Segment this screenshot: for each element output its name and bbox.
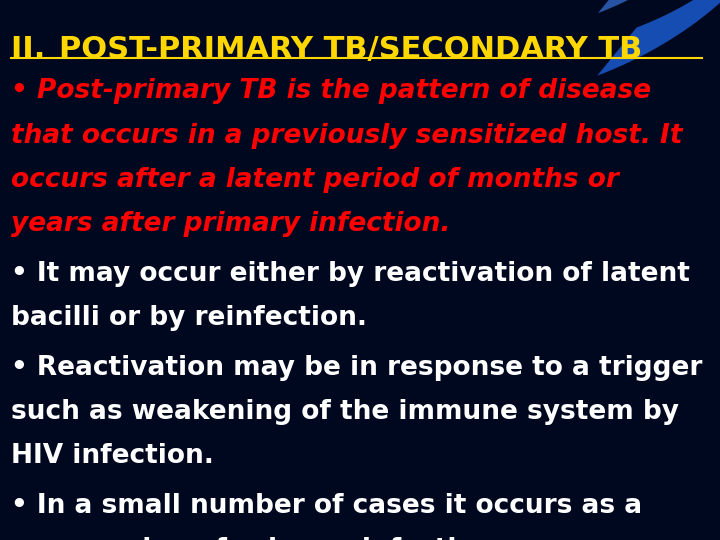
Text: • Post-primary TB is the pattern of disease: • Post-primary TB is the pattern of dise…	[11, 78, 651, 104]
Text: progression of primary infection.: progression of primary infection.	[11, 537, 503, 540]
Text: occurs after a latent period of months or: occurs after a latent period of months o…	[11, 167, 618, 193]
Text: • In a small number of cases it occurs as a: • In a small number of cases it occurs a…	[11, 493, 642, 519]
Text: bacilli or by reinfection.: bacilli or by reinfection.	[11, 305, 366, 331]
Text: • It may occur either by reactivation of latent: • It may occur either by reactivation of…	[11, 261, 690, 287]
Polygon shape	[597, 0, 720, 76]
Text: that occurs in a previously sensitized host. It: that occurs in a previously sensitized h…	[11, 123, 683, 148]
Text: II.: II.	[11, 35, 56, 64]
Text: • Reactivation may be in response to a trigger: • Reactivation may be in response to a t…	[11, 355, 702, 381]
Text: POST-PRIMARY TB/SECONDARY TB: POST-PRIMARY TB/SECONDARY TB	[59, 35, 642, 64]
Text: years after primary infection.: years after primary infection.	[11, 211, 450, 237]
Polygon shape	[598, 0, 720, 13]
Text: HIV infection.: HIV infection.	[11, 443, 214, 469]
Text: such as weakening of the immune system by: such as weakening of the immune system b…	[11, 399, 679, 425]
